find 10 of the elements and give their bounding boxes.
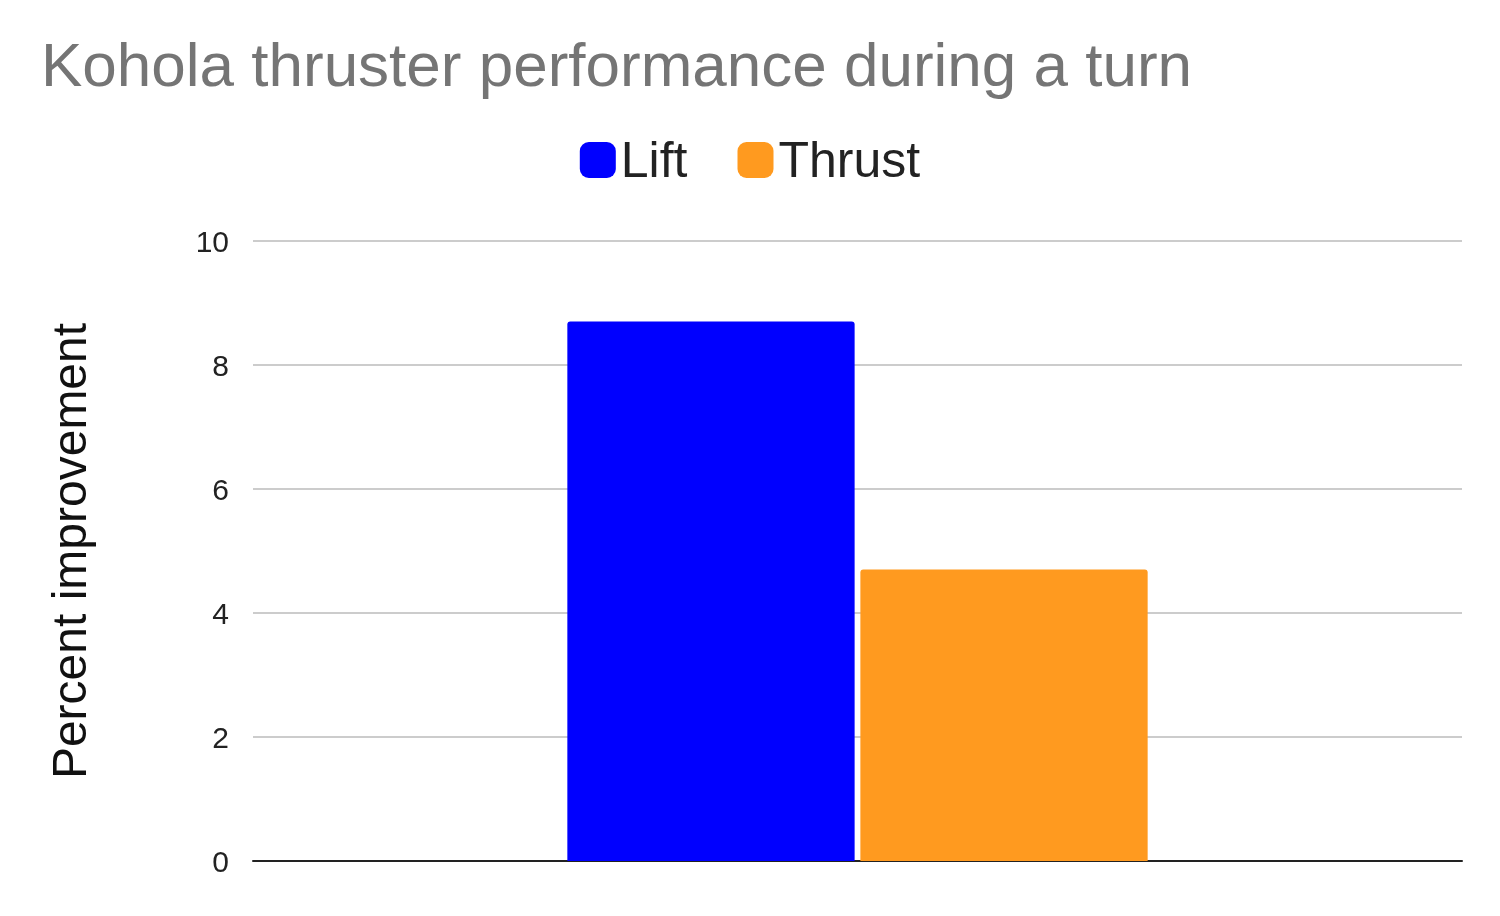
y-tick-label: 4 <box>212 596 229 630</box>
y-tick-label: 10 <box>195 224 229 258</box>
chart-title: Kohola thruster performance during a turn <box>41 29 1193 99</box>
y-tick-label: 6 <box>212 472 229 506</box>
y-tick-label: 8 <box>212 348 229 382</box>
y-tick-label: 0 <box>212 844 229 878</box>
legend-label: Thrust <box>778 132 921 188</box>
legend-label: Lift <box>620 132 688 188</box>
y-axis-title: Percent improvement <box>42 322 96 780</box>
y-tick-label: 2 <box>212 720 229 754</box>
